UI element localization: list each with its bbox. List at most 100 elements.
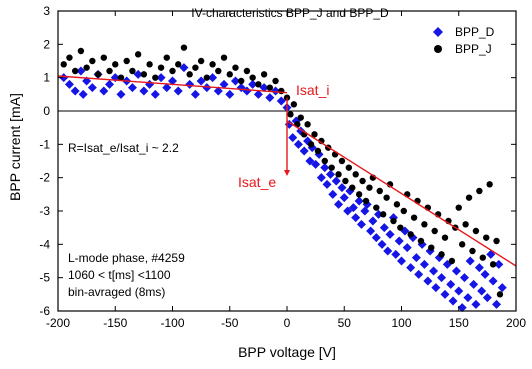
bpp-j-point-72 [397, 224, 404, 231]
bpp-j-point-48 [314, 147, 322, 155]
bpp-d-point-110 [482, 293, 492, 303]
bpp-d-point-23 [185, 79, 195, 89]
bpp-d-point-70 [368, 216, 378, 226]
y-tick-label-2: 2 [43, 37, 50, 51]
bpp-j-point-76 [410, 214, 418, 221]
bpp-d-point-80 [397, 256, 406, 266]
bpp-d-point-101 [457, 303, 467, 313]
bpp-d-point-73 [377, 239, 387, 249]
bpp-d-point-74 [379, 223, 389, 233]
bpp-j-point-45 [304, 121, 311, 128]
bpp-j-point-56 [342, 177, 349, 185]
x-tick-label-100: 100 [391, 316, 411, 330]
x-axis-title: BPP voltage [V] [238, 344, 336, 360]
bpp-j-point-30 [232, 64, 239, 71]
y-tick-label--4: -4 [39, 237, 50, 251]
bpp-d-point-20 [168, 76, 177, 86]
bpp-j-point-8 [106, 67, 113, 75]
bpp-d-point-92 [431, 283, 441, 293]
bpp-j-point-71 [393, 201, 401, 208]
bpp-j-point-68 [383, 194, 390, 201]
bpp-j-point-37 [272, 77, 279, 85]
bpp-j-point-87 [448, 257, 456, 265]
bpp-d-point-16 [145, 79, 155, 89]
bpp-d-point-36 [259, 83, 269, 93]
bpp-j-point-49 [318, 137, 325, 145]
bpp-d-point-52 [316, 173, 326, 183]
bpp-d-point-33 [242, 86, 252, 96]
bpp-d-point-2 [70, 86, 80, 96]
bpp-j-point-2 [71, 67, 79, 75]
bpp-d-point-15 [139, 86, 149, 96]
bpp-j-point-41 [290, 101, 298, 108]
bpp-j-point-1 [66, 54, 73, 61]
fit-line-1 [286, 120, 517, 267]
bpp-d-point-112 [488, 276, 498, 286]
bpp-j-point-17 [157, 64, 165, 71]
x-tick-label--50: -50 [221, 316, 239, 330]
bpp-d-point-44 [293, 139, 303, 149]
bpp-j-point-0 [60, 61, 67, 68]
bpp-d-point-0 [59, 73, 69, 83]
bpp-j-point-63 [366, 184, 373, 191]
bpp-j-point-25 [203, 74, 211, 81]
bpp-j-point-92 [465, 194, 473, 201]
bpp-j-point-22 [186, 71, 193, 78]
bpp-j-point-47 [311, 131, 318, 138]
x-tick-label--100: -100 [160, 316, 184, 330]
bpp-d-point-42 [288, 133, 298, 143]
bpp-j-point-54 [335, 171, 342, 178]
bpp-j-point-62 [362, 197, 370, 205]
bpp-d-point-34 [248, 79, 258, 89]
bpp-j-point-15 [146, 61, 153, 68]
bpp-j-point-55 [338, 157, 346, 165]
x-tick-label-50: 50 [338, 316, 352, 330]
y-tick-label--6: -6 [39, 304, 50, 318]
bpp-d-point-102 [459, 273, 469, 283]
bpp-j-point-33 [249, 74, 256, 81]
ratio-annotation: R=Isat_e/Isat_i ~ 2.2 [68, 141, 179, 155]
bpp-d-point-14 [133, 69, 143, 79]
bpp-d-point-22 [179, 63, 189, 73]
bpp-d-point-91 [429, 266, 439, 276]
bpp-j-point-97 [483, 234, 490, 241]
legend-label-bpp-d: BPP_D [455, 25, 495, 39]
ticks-group: -200 -150 -100 -50 0 50 100 150 200 3 2 1 0 -1 -2 -3 -4 -… [39, 4, 526, 330]
bpp-d-point-83 [406, 263, 416, 273]
bpp-j-point-67 [379, 211, 387, 218]
bpp-d-point-6 [87, 83, 97, 93]
bpp-d-point-66 [356, 219, 366, 229]
info-line-3: bin-avraged (8ms) [68, 285, 165, 299]
bpp-j-point-46 [307, 141, 315, 148]
bpp-d-point-18 [156, 73, 166, 83]
bpp-d-point-94 [437, 273, 447, 283]
bpp-d-point-114 [494, 259, 504, 269]
bpp-d-point-25 [196, 76, 206, 86]
bpp-d-point-24 [190, 89, 200, 99]
bpp-d-point-59 [337, 183, 347, 193]
bpp-d-point-30 [225, 89, 235, 99]
bpp-j-point-84 [438, 251, 445, 258]
fit-lines-group [57, 75, 517, 267]
legend: BPP_D BPP_J [433, 25, 495, 56]
bpp-j-point-16 [152, 74, 159, 81]
bpp-d-point-28 [213, 86, 223, 96]
bpp-d-point-27 [208, 73, 218, 83]
y-axis-title: BPP current [mA] [7, 93, 23, 201]
y-tick-label-1: 1 [43, 71, 50, 85]
bpp-d-point-78 [391, 249, 401, 259]
bpp-j-point-93 [469, 247, 476, 255]
bpp-d-point-53 [320, 163, 330, 173]
bpp-d-point-63 [348, 203, 358, 213]
bpp-j-point-40 [287, 111, 294, 118]
bpp-j-point-100 [493, 237, 500, 245]
bpp-d-point-107 [474, 263, 484, 273]
y-tick-label--2: -2 [39, 171, 50, 185]
bpp-d-point-46 [299, 146, 309, 156]
bpp-d-point-99 [451, 266, 461, 276]
bpp-d-point-105 [469, 279, 479, 289]
bpp-j-point-5 [89, 57, 96, 65]
bpp-j-point-60 [355, 191, 363, 198]
